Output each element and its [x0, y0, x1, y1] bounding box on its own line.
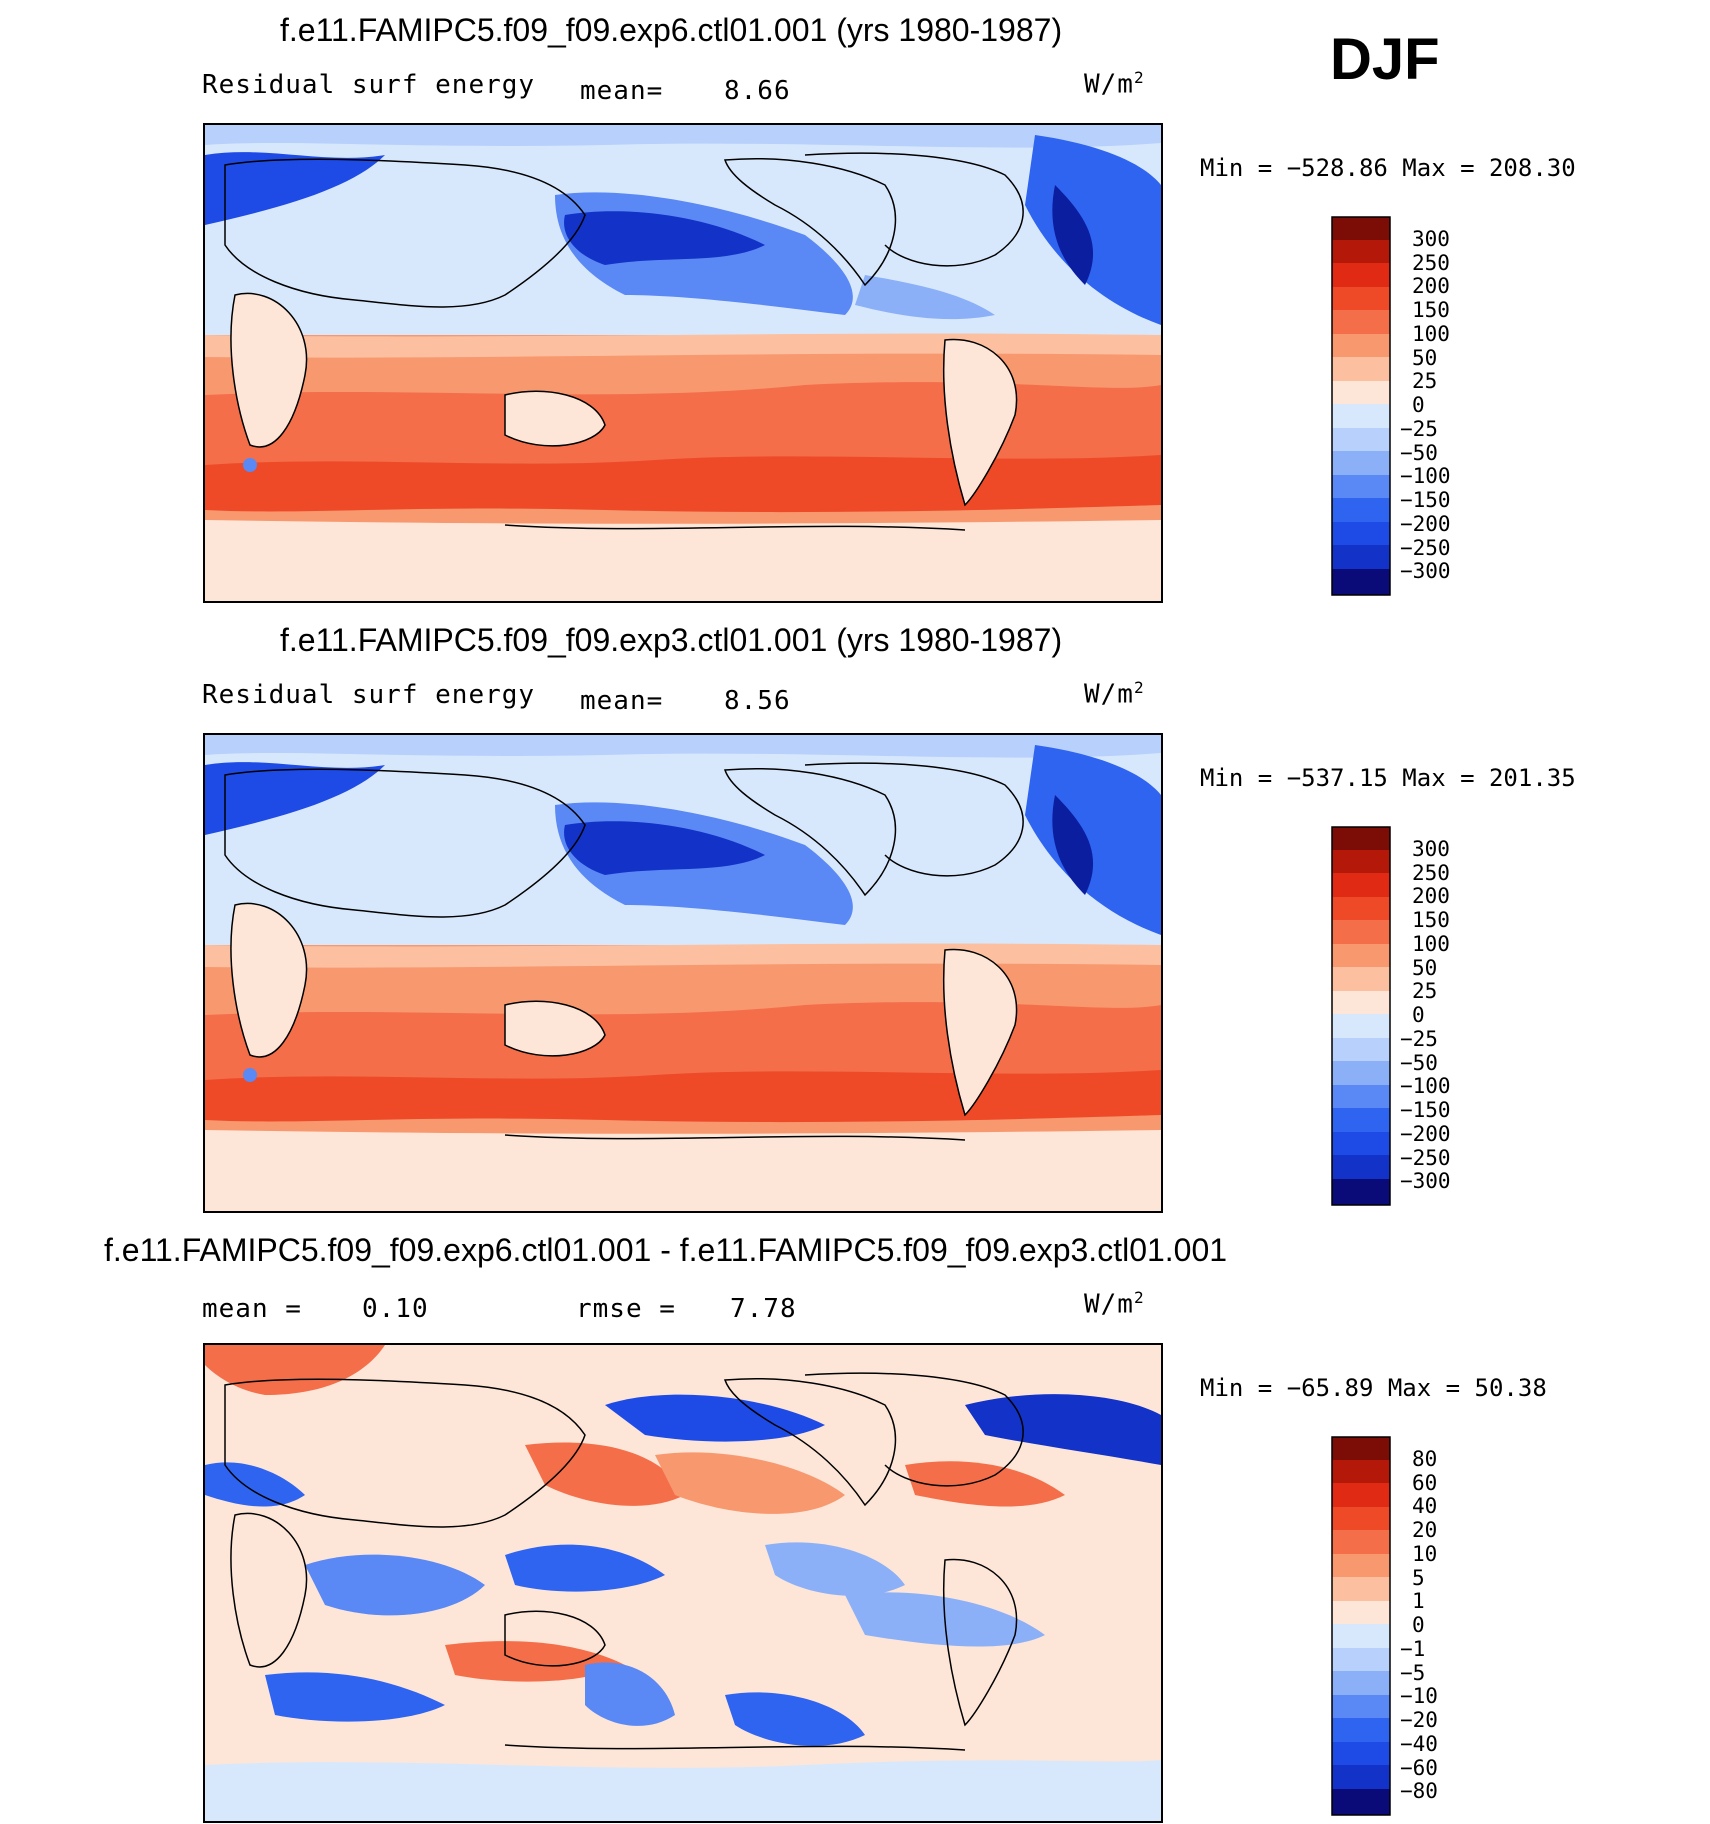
- mean-label-bottom: mean =: [202, 1294, 302, 1324]
- colorbar-tick-label: 25: [1412, 369, 1438, 394]
- units-bottom: W/m2: [1084, 1288, 1145, 1320]
- panel-title-bottom: f.e11.FAMIPC5.f09_f09.exp6.ctl01.001 - f…: [104, 1232, 1228, 1268]
- colorbar-tick-label: −100: [1400, 464, 1451, 489]
- panel-title-middle: f.e11.FAMIPC5.f09_f09.exp3.ctl01.001 (yr…: [280, 622, 1063, 658]
- colorbar-tick-label: 10: [1412, 1541, 1438, 1566]
- colorbar-tick-label: 300: [1412, 226, 1450, 251]
- colorbar-tick-label: 1: [1412, 1589, 1425, 1614]
- colorbar-tick-label: 150: [1412, 908, 1450, 932]
- colorbar-tick-label: −100: [1400, 1074, 1451, 1099]
- units-middle: W/m2: [1084, 678, 1145, 710]
- colorbar-tick-label: −200: [1400, 1121, 1451, 1146]
- colorbar-tick-label: −40: [1400, 1731, 1438, 1756]
- colorbar-tick-label: 0: [1412, 1003, 1425, 1027]
- colorbar-tick-label: −300: [1400, 559, 1451, 584]
- colorbar-tick-label: 100: [1412, 321, 1450, 346]
- colorbar-tick-label: −10: [1400, 1684, 1438, 1709]
- colorbar-tick-label: 250: [1412, 860, 1450, 885]
- minmax-bottom: Min = −65.89 Max = 50.38: [1200, 1374, 1547, 1402]
- colorbar-tick-label: 0: [1412, 393, 1425, 417]
- colorbar-tick-label: 0: [1412, 1613, 1425, 1637]
- colorbar-tick-label: −200: [1400, 511, 1451, 536]
- colorbar-tick-label: −50: [1400, 440, 1438, 465]
- units-top: W/m2: [1084, 68, 1145, 100]
- colorbar-tick-label: 250: [1412, 250, 1450, 275]
- mean-value-bottom: 0.10: [362, 1294, 429, 1324]
- colorbar-tick-label: −25: [1400, 1026, 1438, 1051]
- colorbar-tick-label: −60: [1400, 1755, 1438, 1780]
- colorbar-tick-label: −5: [1400, 1660, 1426, 1685]
- colorbar-tick-label: 20: [1412, 1518, 1438, 1542]
- colorbar-tick-label: 300: [1412, 836, 1450, 861]
- colorbar-tick-label: −80: [1400, 1779, 1438, 1804]
- colorbar-tick-label: −300: [1400, 1169, 1451, 1194]
- colorbar-tick-label: −150: [1400, 488, 1451, 512]
- colorbar-tick-label: −250: [1400, 1145, 1451, 1170]
- map-top: [203, 123, 1163, 603]
- mean-label-top: mean=: [580, 76, 664, 106]
- minmax-top: Min = −528.86 Max = 208.30: [1200, 154, 1576, 182]
- mean-value-top: 8.66: [724, 76, 791, 106]
- colorbar-tick-label: −1: [1400, 1636, 1426, 1661]
- colorbar-tick-label: 80: [1412, 1446, 1438, 1471]
- colorbar-tick-label: −25: [1400, 416, 1438, 441]
- field-label-top: Residual surf energy: [202, 70, 536, 100]
- colorbar-tick-label: −250: [1400, 535, 1451, 560]
- colorbar-tick-label: −150: [1400, 1098, 1451, 1122]
- colorbar-tick-label: −20: [1400, 1708, 1438, 1732]
- colorbar-tick-label: 100: [1412, 931, 1450, 956]
- season-label: DJF: [1330, 27, 1440, 92]
- colorbar-middle: [1331, 826, 1391, 1206]
- map-middle: [203, 733, 1163, 1213]
- panel-title-top: f.e11.FAMIPC5.f09_f09.exp6.ctl01.001 (yr…: [280, 12, 1063, 48]
- colorbar-bottom: [1331, 1436, 1391, 1816]
- colorbar-tick-label: −50: [1400, 1050, 1438, 1075]
- colorbar-top: [1331, 216, 1391, 596]
- mean-value-middle: 8.56: [724, 686, 791, 716]
- field-label-middle: Residual surf energy: [202, 680, 536, 710]
- rmse-label-bottom: rmse =: [576, 1294, 676, 1324]
- colorbar-tick-label: 40: [1412, 1494, 1438, 1519]
- map-bottom: [203, 1343, 1163, 1823]
- colorbar-tick-label: 200: [1412, 274, 1450, 299]
- colorbar-tick-label: 50: [1412, 955, 1438, 980]
- minmax-middle: Min = −537.15 Max = 201.35: [1200, 764, 1576, 792]
- colorbar-tick-label: 25: [1412, 979, 1438, 1004]
- rmse-value-bottom: 7.78: [730, 1294, 797, 1324]
- colorbar-tick-label: 200: [1412, 884, 1450, 909]
- colorbar-tick-label: 5: [1412, 1565, 1425, 1590]
- colorbar-tick-label: 150: [1412, 298, 1450, 322]
- colorbar-tick-label: 50: [1412, 345, 1438, 370]
- colorbar-tick-label: 60: [1412, 1470, 1438, 1495]
- mean-label-middle: mean=: [580, 686, 664, 716]
